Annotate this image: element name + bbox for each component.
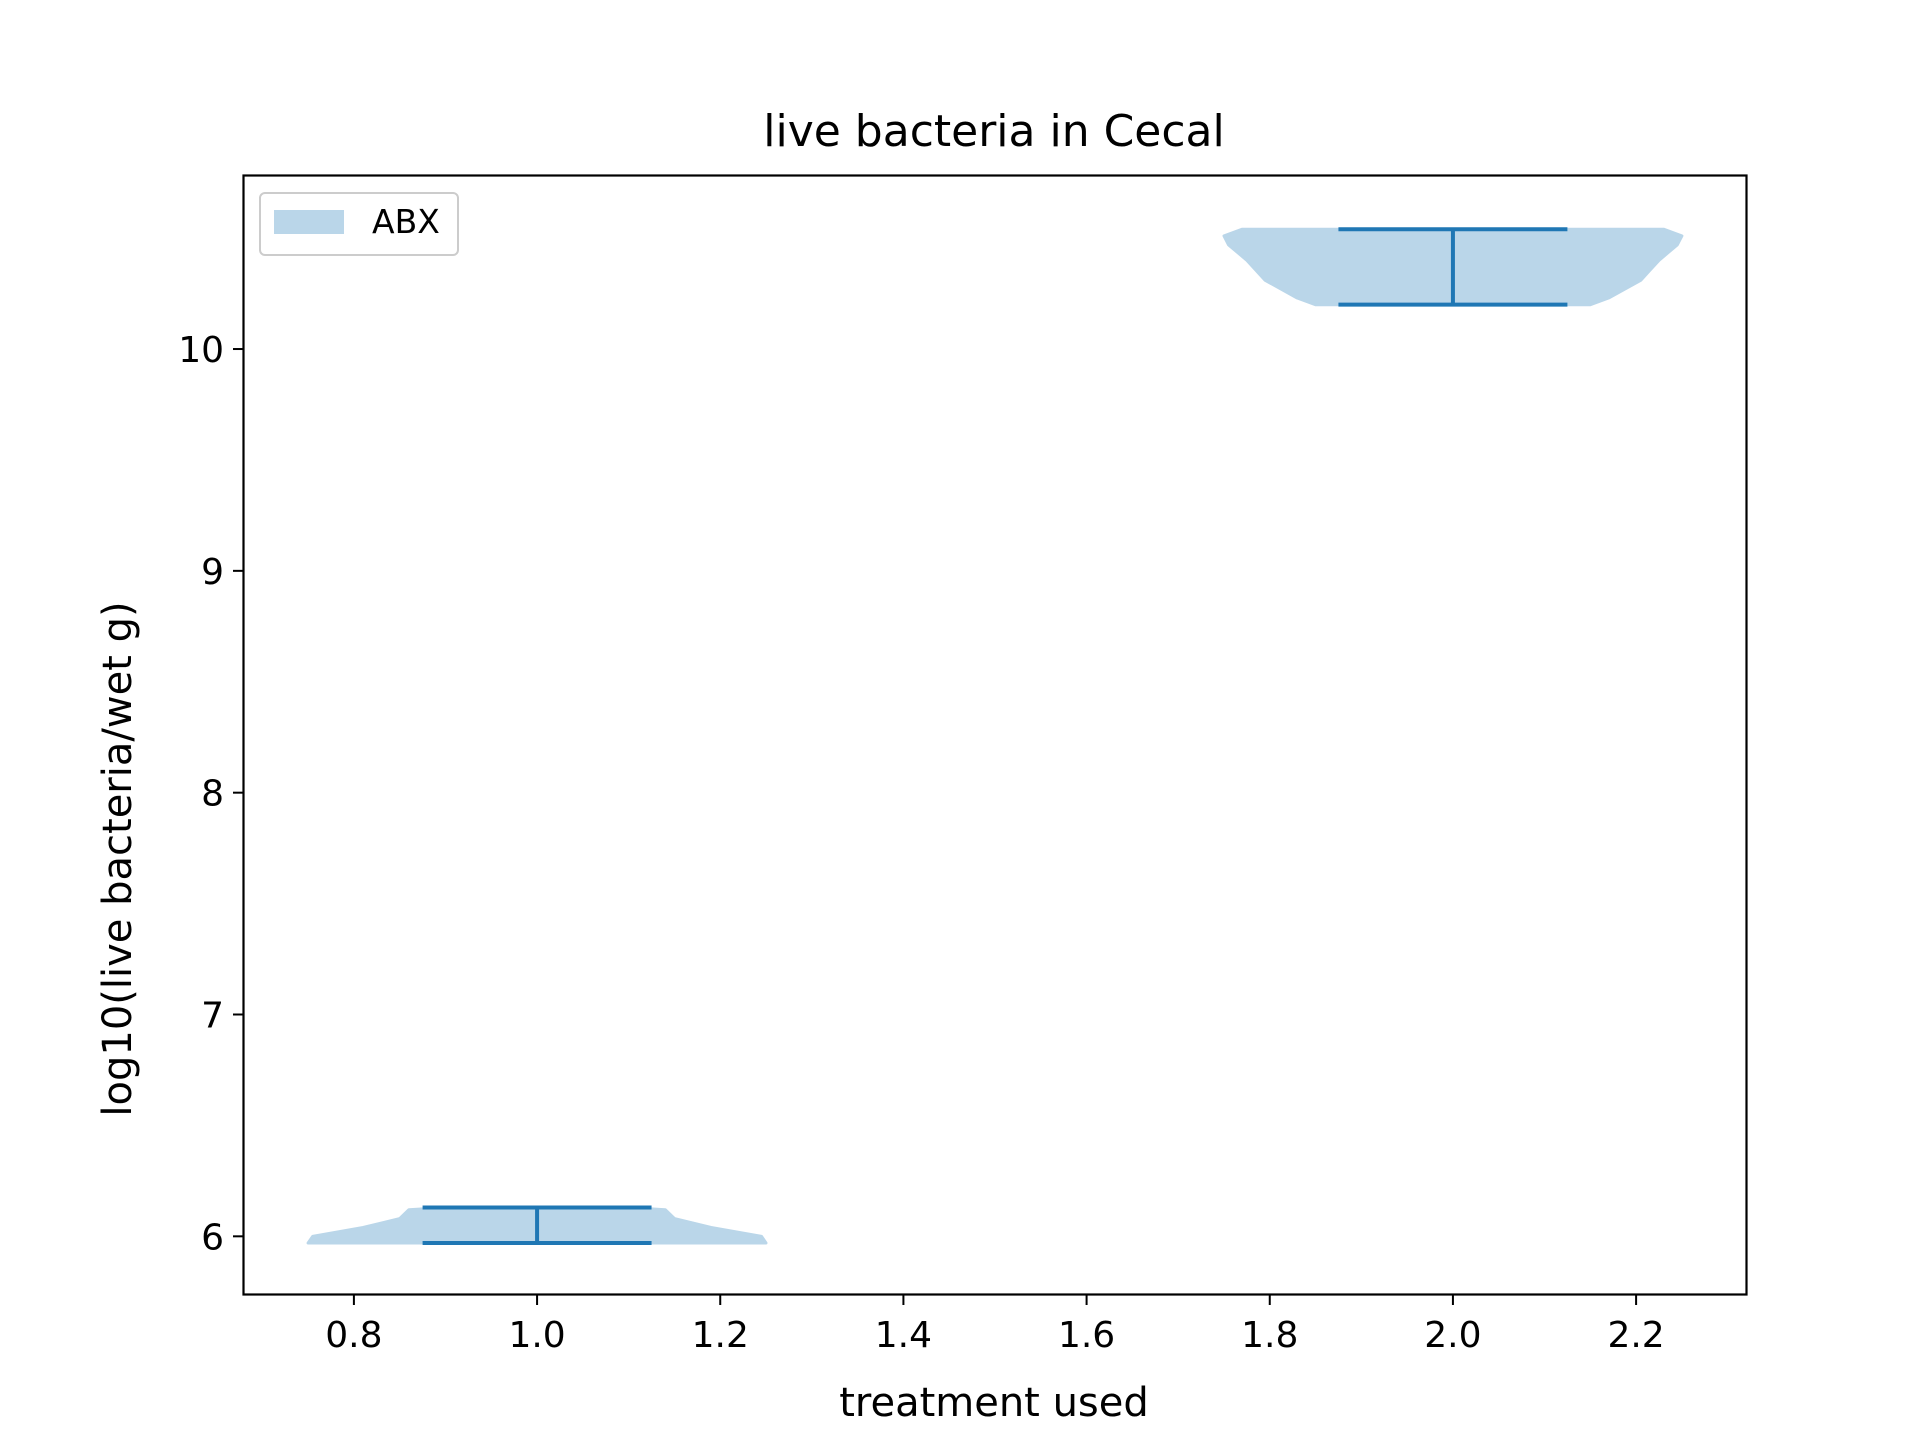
violin-layer <box>306 227 1684 1245</box>
x-tick-label: 1.2 <box>692 1315 749 1356</box>
y-tick-label: 10 <box>178 330 224 371</box>
x-axis-label: treatment used <box>839 1380 1149 1426</box>
legend-swatch <box>274 210 344 234</box>
x-tick-label: 2.0 <box>1424 1315 1481 1356</box>
plot-frame <box>242 174 1748 1296</box>
y-axis-label: log10(live bacteria/wet g) <box>95 601 141 1116</box>
y-tick-label: 8 <box>201 774 224 815</box>
x-tick-label: 1.4 <box>875 1315 932 1356</box>
legend: ABX <box>259 192 459 256</box>
y-tick-label: 7 <box>201 996 224 1037</box>
legend-frame <box>259 192 459 256</box>
y-axis-ticks: 6 7 8 9 10 <box>178 330 244 1258</box>
x-tick-label: 0.8 <box>325 1315 382 1356</box>
x-tick-label: 1.0 <box>508 1315 565 1356</box>
y-tick-label: 9 <box>201 552 224 593</box>
x-tick-label: 1.6 <box>1058 1315 1115 1356</box>
x-tick-label: 2.2 <box>1607 1315 1664 1356</box>
y-tick-label: 6 <box>201 1217 224 1258</box>
x-axis-ticks: 0.8 1.0 1.2 1.4 1.6 1.8 2.0 2.2 <box>325 1294 1665 1356</box>
x-tick-label: 1.8 <box>1241 1315 1298 1356</box>
legend-label-abx: ABX <box>372 202 440 241</box>
chart-title: live bacteria in Cecal <box>763 106 1224 157</box>
